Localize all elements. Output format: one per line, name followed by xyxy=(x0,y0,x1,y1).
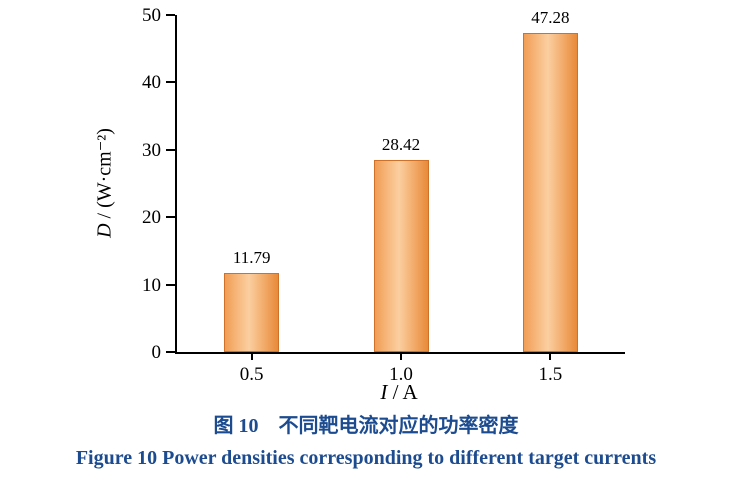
bar xyxy=(373,160,429,352)
x-axis-label: I / A xyxy=(380,380,417,405)
x-axis-tick xyxy=(250,352,253,360)
caption-english: Figure 10 Power densities corresponding … xyxy=(75,447,657,469)
x-axis-tick xyxy=(549,352,552,360)
bar xyxy=(522,33,578,352)
y-axis-tick-label: 50 xyxy=(142,5,161,26)
x-axis-tick-label: 0.5 xyxy=(239,364,264,385)
x-axis-units: / A xyxy=(387,380,418,404)
plot-area: 0 10 20 30 40 50 11.79 0.5 28.42 1.0 47.28 1.5 xyxy=(142,6,625,384)
y-axis-tick-label: 0 xyxy=(151,342,162,363)
bar-value-label: 28.42 xyxy=(381,135,421,155)
y-axis-units: / (W·cm⁻²) xyxy=(93,128,116,224)
x-axis-variable: I xyxy=(380,380,388,404)
y-axis-variable: D xyxy=(93,223,116,238)
bar xyxy=(224,272,280,352)
bar-value-label: 11.79 xyxy=(232,247,271,267)
y-axis-tick xyxy=(166,81,175,84)
y-axis-label: D / (W·cm⁻²) xyxy=(92,128,117,238)
y-axis-tick xyxy=(166,283,175,286)
caption-chinese: 图 10 不同靶电流对应的功率密度 xyxy=(213,415,519,437)
bar-value-label: 47.28 xyxy=(531,8,570,28)
y-axis-tick xyxy=(166,216,175,219)
y-axis-tick xyxy=(166,148,175,151)
y-axis-tick-label: 20 xyxy=(142,207,161,229)
y-axis-tick-label: 30 xyxy=(142,139,161,161)
y-axis-tick-label: 10 xyxy=(142,274,161,296)
x-axis-tick-label: 1.5 xyxy=(538,364,563,385)
x-axis-tick-label: 1.0 xyxy=(389,364,413,385)
y-axis-tick xyxy=(166,14,175,16)
y-axis-tick-label: 40 xyxy=(142,72,161,94)
y-axis-tick xyxy=(166,351,175,353)
x-axis-tick xyxy=(400,352,402,360)
